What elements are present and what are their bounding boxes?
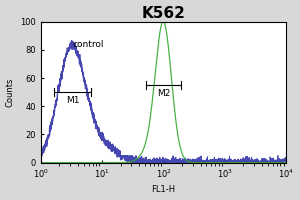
Text: M2: M2	[157, 89, 170, 98]
Text: M1: M1	[66, 96, 80, 105]
Y-axis label: Counts: Counts	[6, 77, 15, 107]
Text: control: control	[73, 40, 104, 49]
X-axis label: FL1-H: FL1-H	[152, 185, 176, 194]
Title: K562: K562	[142, 6, 185, 21]
